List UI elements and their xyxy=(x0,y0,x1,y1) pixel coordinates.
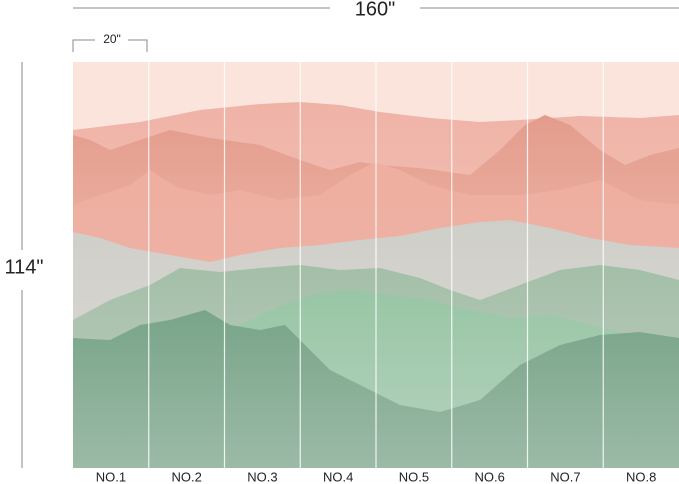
panel-label: NO.8 xyxy=(626,469,656,484)
panel-label: NO.5 xyxy=(399,469,429,484)
panel-labels: NO.1 NO.2 NO.3 NO.4 NO.5 NO.6 NO.7 NO.8 xyxy=(96,469,657,484)
panel-label: NO.1 xyxy=(96,469,126,484)
panel-label: NO.7 xyxy=(550,469,580,484)
panel-dividers xyxy=(148,62,604,468)
panel-width-label: 20" xyxy=(103,32,121,46)
panel-label: NO.6 xyxy=(474,469,504,484)
panel-label: NO.3 xyxy=(247,469,277,484)
panel-label: NO.4 xyxy=(323,469,353,484)
height-dimension: 114" xyxy=(5,62,44,468)
height-label: 114" xyxy=(5,256,44,278)
width-label: 160" xyxy=(355,0,395,20)
width-dimension: 160" xyxy=(73,0,679,20)
panel-width-dimension: 20" xyxy=(72,32,148,52)
panel-label: NO.2 xyxy=(171,469,201,484)
